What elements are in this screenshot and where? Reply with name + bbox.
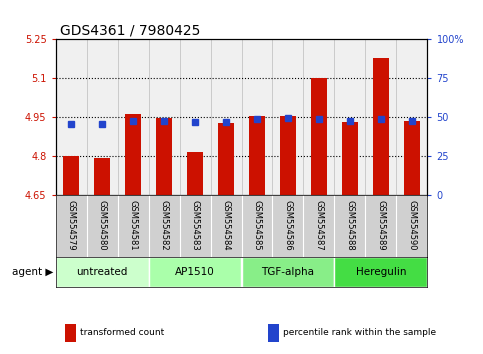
Text: GSM554584: GSM554584 <box>222 200 230 250</box>
Text: GSM554579: GSM554579 <box>67 200 75 250</box>
Bar <box>156 118 172 195</box>
Bar <box>149 257 242 287</box>
Text: GSM554580: GSM554580 <box>98 200 107 250</box>
Text: GSM554583: GSM554583 <box>190 200 199 250</box>
Text: Heregulin: Heregulin <box>355 267 406 277</box>
Text: GSM554587: GSM554587 <box>314 200 324 250</box>
Text: GSM554582: GSM554582 <box>159 200 169 250</box>
Bar <box>125 114 141 195</box>
Text: TGF-alpha: TGF-alpha <box>261 267 314 277</box>
Text: GSM554581: GSM554581 <box>128 200 138 250</box>
Bar <box>373 58 389 195</box>
Text: GSM554586: GSM554586 <box>284 200 293 250</box>
Bar <box>311 78 327 195</box>
Bar <box>242 257 334 287</box>
Bar <box>218 123 234 195</box>
Text: agent ▶: agent ▶ <box>12 267 53 277</box>
Bar <box>94 158 110 195</box>
Text: GSM554590: GSM554590 <box>408 200 416 250</box>
Bar <box>63 156 79 195</box>
Bar <box>280 115 296 195</box>
Bar <box>404 121 420 195</box>
Bar <box>249 115 265 195</box>
Text: percentile rank within the sample: percentile rank within the sample <box>283 328 436 337</box>
Text: GSM554585: GSM554585 <box>253 200 261 250</box>
Text: AP1510: AP1510 <box>175 267 215 277</box>
Text: untreated: untreated <box>76 267 128 277</box>
Text: transformed count: transformed count <box>80 328 164 337</box>
Bar <box>56 257 149 287</box>
Text: GSM554588: GSM554588 <box>345 200 355 250</box>
Text: GSM554589: GSM554589 <box>376 200 385 250</box>
Bar <box>342 122 358 195</box>
Bar <box>187 152 203 195</box>
Text: GDS4361 / 7980425: GDS4361 / 7980425 <box>60 23 201 37</box>
Bar <box>334 257 427 287</box>
